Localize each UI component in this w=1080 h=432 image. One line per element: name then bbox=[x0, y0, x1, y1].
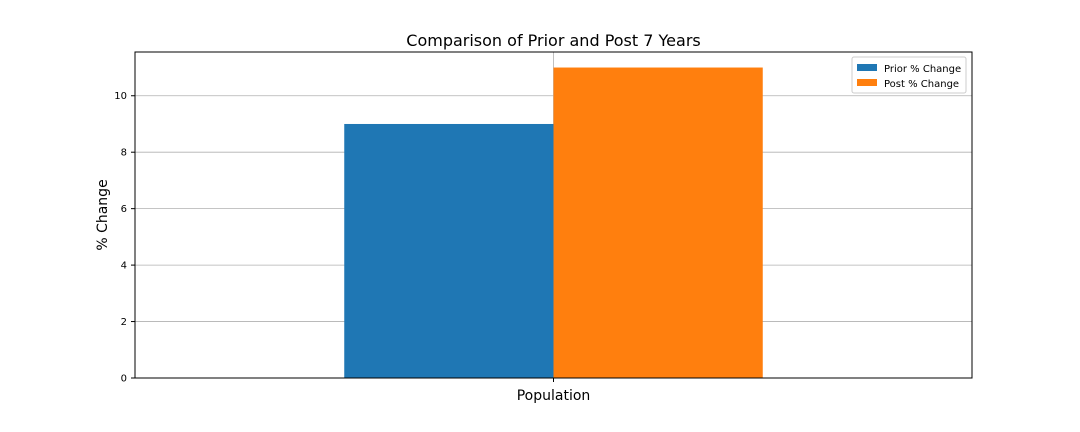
x-axis-ticks: Population bbox=[517, 378, 591, 404]
legend: Prior % Change Post % Change bbox=[851, 56, 967, 94]
chart-title: Comparison of Prior and Post 7 Years bbox=[406, 31, 700, 50]
legend-entry: Post % Change bbox=[884, 79, 959, 90]
y-tick-label: 10 bbox=[114, 91, 127, 102]
legend-box bbox=[851, 56, 967, 94]
y-axis-label: % Change bbox=[95, 179, 111, 250]
y-tick-label: 0 bbox=[121, 374, 127, 385]
y-tick-label: 8 bbox=[121, 148, 127, 159]
bars bbox=[344, 67, 763, 379]
bar-prior-change bbox=[344, 123, 554, 378]
legend-swatch bbox=[857, 64, 877, 71]
x-tick-label: Population bbox=[517, 388, 591, 404]
y-axis-ticks: 0 2 4 6 8 10 bbox=[114, 91, 135, 385]
legend-entry: Prior % Change bbox=[884, 64, 961, 75]
legend-swatch bbox=[857, 79, 877, 86]
y-tick-label: 2 bbox=[121, 317, 127, 328]
y-tick-label: 4 bbox=[121, 261, 127, 272]
bar-post-change bbox=[553, 67, 763, 379]
y-tick-label: 6 bbox=[121, 204, 127, 215]
